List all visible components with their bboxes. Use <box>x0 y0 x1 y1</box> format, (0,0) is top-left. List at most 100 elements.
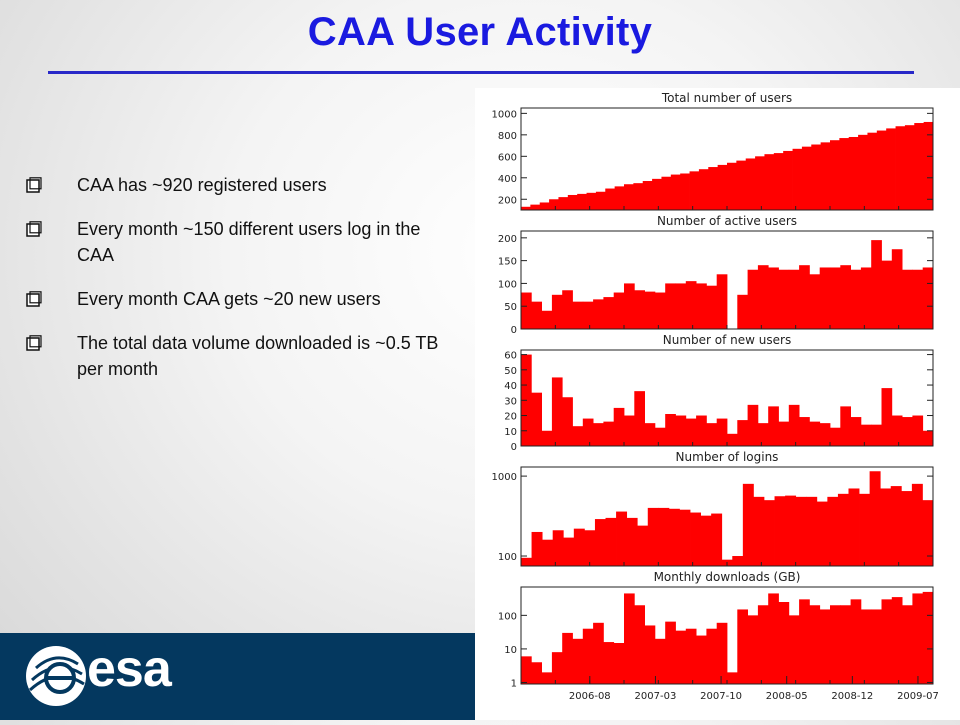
y-tick-label: 30 <box>504 396 517 407</box>
bar <box>819 423 831 446</box>
bar <box>840 605 851 684</box>
bar <box>696 415 707 446</box>
bar <box>685 628 697 684</box>
bar <box>820 142 831 210</box>
bar <box>830 605 841 684</box>
bar <box>582 628 594 684</box>
bar <box>613 407 625 446</box>
bar <box>531 531 543 566</box>
bullet-text: Every month CAA gets ~20 new users <box>77 289 381 309</box>
bar <box>819 267 831 329</box>
y-tick-label: 1000 <box>492 109 517 120</box>
bar <box>816 501 828 566</box>
y-tick-label: 400 <box>498 174 517 185</box>
bar <box>912 415 924 446</box>
bar <box>541 430 553 446</box>
bar <box>799 265 810 329</box>
chart-title: Number of active users <box>657 214 797 228</box>
bar <box>708 167 719 210</box>
bar <box>562 632 573 684</box>
bar <box>696 635 707 684</box>
bar <box>716 274 728 329</box>
bullet-text: Every month ~150 different users log in … <box>77 219 421 265</box>
slide-title: CAA User Activity <box>307 10 653 54</box>
bar <box>871 424 882 446</box>
bar <box>541 672 553 684</box>
bar <box>922 500 934 566</box>
y-tick-label: 10 <box>504 427 517 438</box>
bar <box>788 404 800 446</box>
bar <box>850 269 862 329</box>
y-tick-label: 50 <box>504 302 517 313</box>
bar <box>848 488 860 566</box>
bar <box>530 204 541 210</box>
y-tick-label: 1000 <box>492 472 517 483</box>
bar <box>670 174 681 210</box>
bar <box>572 638 584 684</box>
bar <box>552 530 564 566</box>
bar <box>584 530 596 566</box>
bar <box>742 483 754 566</box>
bar <box>788 615 800 684</box>
y-tick-label: 150 <box>498 257 517 268</box>
bar <box>911 483 923 566</box>
bar <box>773 153 784 210</box>
bar <box>737 609 748 684</box>
bar <box>904 125 915 210</box>
bar <box>830 427 841 446</box>
bar <box>747 615 759 684</box>
bar <box>521 656 532 684</box>
bar <box>757 605 769 684</box>
bar <box>654 427 666 446</box>
bar <box>633 183 644 210</box>
bar <box>624 415 635 446</box>
bar <box>558 197 569 210</box>
bar <box>902 605 913 684</box>
bar <box>706 628 718 684</box>
bar <box>665 621 676 684</box>
bar <box>880 488 892 566</box>
bar <box>764 154 775 210</box>
bar <box>881 260 893 329</box>
bar <box>531 301 542 329</box>
x-tick-label: 2007-10 <box>700 691 742 702</box>
y-tick-label: 600 <box>498 152 517 163</box>
bar <box>871 609 882 684</box>
bar <box>698 169 709 210</box>
bar <box>799 599 810 684</box>
y-tick-label: 100 <box>498 611 517 622</box>
bar <box>837 493 849 566</box>
bar <box>827 496 839 566</box>
bar <box>593 299 604 329</box>
checkbox-bullet-icon <box>26 177 42 193</box>
bar <box>541 310 553 329</box>
bar <box>605 517 617 566</box>
bar <box>768 267 779 329</box>
y-tick-label: 0 <box>511 442 517 453</box>
bar <box>685 418 697 446</box>
bar <box>562 397 573 446</box>
bar <box>886 128 896 210</box>
bullet-item: Every month ~150 different users log in … <box>26 216 456 268</box>
bar <box>858 134 868 210</box>
bar <box>613 643 625 684</box>
bar <box>603 297 615 329</box>
y-tick-label: 20 <box>504 412 517 423</box>
bar <box>774 496 786 566</box>
bar <box>582 301 594 329</box>
bar <box>624 283 635 329</box>
bar <box>891 415 903 446</box>
bar <box>716 622 728 684</box>
bar <box>634 290 645 329</box>
bar <box>788 269 800 329</box>
bar <box>521 292 532 329</box>
bar <box>785 495 797 566</box>
x-tick-label: 2006-08 <box>569 691 611 702</box>
bar <box>902 269 913 329</box>
bar <box>737 294 748 329</box>
bar <box>747 404 759 446</box>
x-tick-label: 2008-05 <box>766 691 808 702</box>
bar <box>603 421 615 446</box>
bar <box>914 123 925 210</box>
bar <box>811 144 822 210</box>
